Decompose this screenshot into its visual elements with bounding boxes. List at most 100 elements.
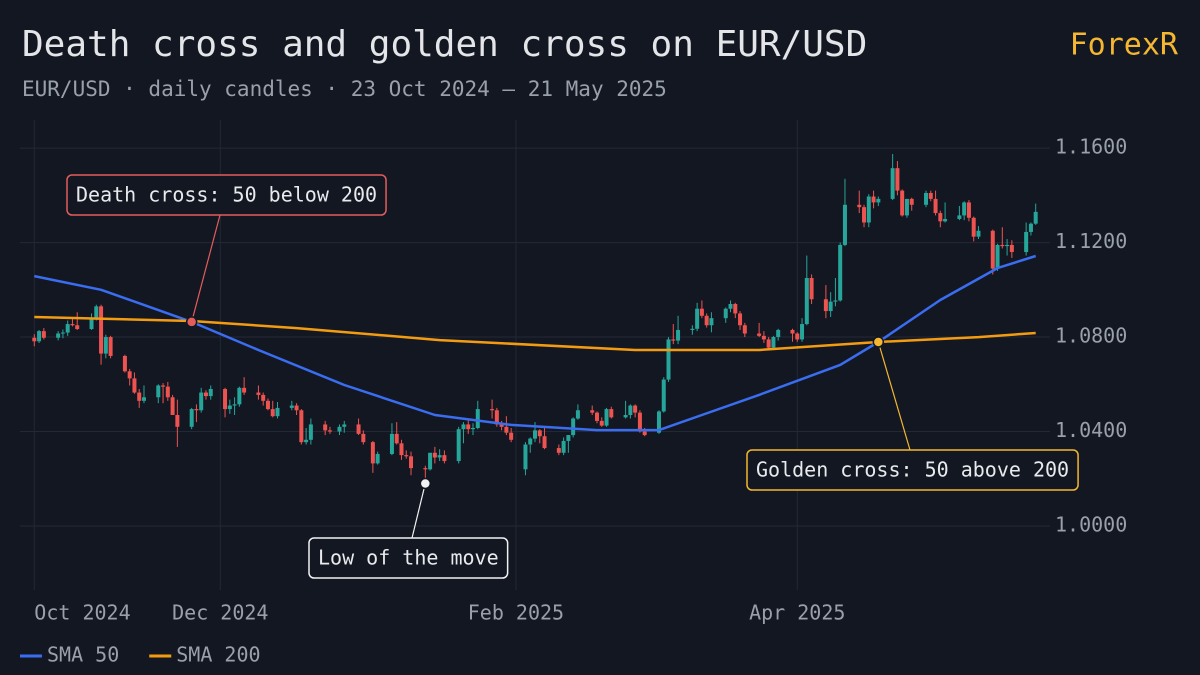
candle-body [165, 386, 170, 398]
candle-body [461, 424, 466, 430]
candle-body [738, 313, 743, 326]
candle-body [594, 412, 599, 421]
candle-body [804, 278, 809, 325]
candle-body [575, 410, 580, 419]
candle-body [933, 198, 938, 214]
candle-body [995, 244, 1000, 269]
candle-body [704, 315, 709, 326]
candle-body [232, 404, 237, 406]
candle-body [800, 324, 805, 340]
candle-body [695, 308, 700, 329]
y-tick-label: 1.0000 [1055, 512, 1127, 536]
candle-body [895, 168, 900, 191]
candle-body [537, 430, 542, 437]
candle-body [99, 306, 104, 354]
candle-body [265, 400, 270, 410]
annotation-label: Low of the move [318, 546, 499, 570]
candle-body [389, 433, 394, 454]
annotation-connector [411, 483, 426, 539]
annotation-dot [185, 316, 198, 328]
x-tick-label: Oct 2024 [34, 601, 130, 625]
candle-body [962, 202, 967, 216]
candle-body [56, 333, 61, 338]
candle-body [294, 405, 299, 411]
candle-body [542, 436, 547, 449]
candle-body [270, 409, 275, 417]
candle-body [771, 337, 776, 348]
chart-subtitle: EUR/USD · daily candles · 23 Oct 2024 – … [22, 77, 667, 101]
candle-body [599, 420, 604, 426]
candle-body [566, 435, 571, 441]
candle-body [499, 424, 504, 427]
y-tick-label: 1.1200 [1055, 229, 1127, 253]
candle-body [966, 202, 971, 218]
candle-body [766, 339, 771, 348]
candle-body [656, 411, 661, 433]
candle-body [94, 306, 99, 319]
candle-body [437, 455, 442, 458]
candle-body [199, 392, 204, 411]
candle-body [928, 192, 933, 199]
candle-body [1000, 244, 1005, 247]
candle-body [308, 424, 313, 440]
candle-body [456, 429, 461, 462]
candle-body [475, 409, 480, 428]
candle-body [866, 196, 871, 223]
candle-body [132, 378, 137, 393]
candle-body [1028, 223, 1033, 232]
candle-body [604, 409, 609, 426]
candle-body [666, 339, 671, 380]
candle-body [628, 405, 633, 415]
x-tick-label: Feb 2025 [468, 601, 564, 625]
candle-body [561, 440, 566, 453]
candle-body [60, 332, 65, 334]
candle-body [327, 430, 332, 432]
candle-body [1033, 211, 1038, 224]
candle-body [742, 325, 747, 334]
candle-body [256, 392, 261, 395]
candle-body [876, 198, 881, 203]
candle-body [733, 303, 738, 314]
candle-body [528, 438, 533, 445]
annotation-connector [877, 341, 911, 451]
candle-body [633, 405, 638, 413]
candle-body [795, 333, 800, 340]
annotation-dot [419, 477, 432, 490]
candle-body [137, 392, 142, 401]
annotation-label: Death cross: 50 below 200 [76, 183, 377, 207]
candle-body [208, 389, 213, 397]
candle-body [65, 324, 70, 333]
annotation-box [308, 537, 509, 579]
candle-body [823, 299, 828, 312]
candle-body [394, 433, 399, 444]
candle-body [375, 453, 380, 464]
candle-body [304, 439, 309, 443]
y-tick-label: 1.0800 [1055, 324, 1127, 348]
candle-body [676, 329, 681, 341]
candle-body [509, 432, 514, 440]
candle-body [103, 337, 108, 354]
candle-body [404, 455, 409, 457]
candle-body [1024, 231, 1029, 253]
candle-body [609, 409, 614, 418]
candle-body [189, 409, 194, 427]
candle-body [161, 385, 166, 387]
candle-body [203, 392, 208, 397]
candle-body [194, 409, 199, 411]
candle-body [971, 217, 976, 237]
candle-body [175, 414, 180, 427]
candle-body [828, 301, 833, 312]
candle-body [466, 424, 471, 430]
candle-body [990, 230, 995, 269]
candle-body [533, 430, 537, 439]
legend-label: SMA 50 [47, 643, 119, 667]
candle-body [909, 198, 914, 205]
candle-body [299, 410, 304, 443]
candle-body [723, 308, 728, 319]
annotation-label: Golden cross: 50 above 200 [756, 458, 1069, 482]
candle-body [323, 424, 328, 431]
candle-body [356, 424, 361, 434]
candle-body [943, 218, 948, 222]
candle-body [623, 414, 628, 418]
